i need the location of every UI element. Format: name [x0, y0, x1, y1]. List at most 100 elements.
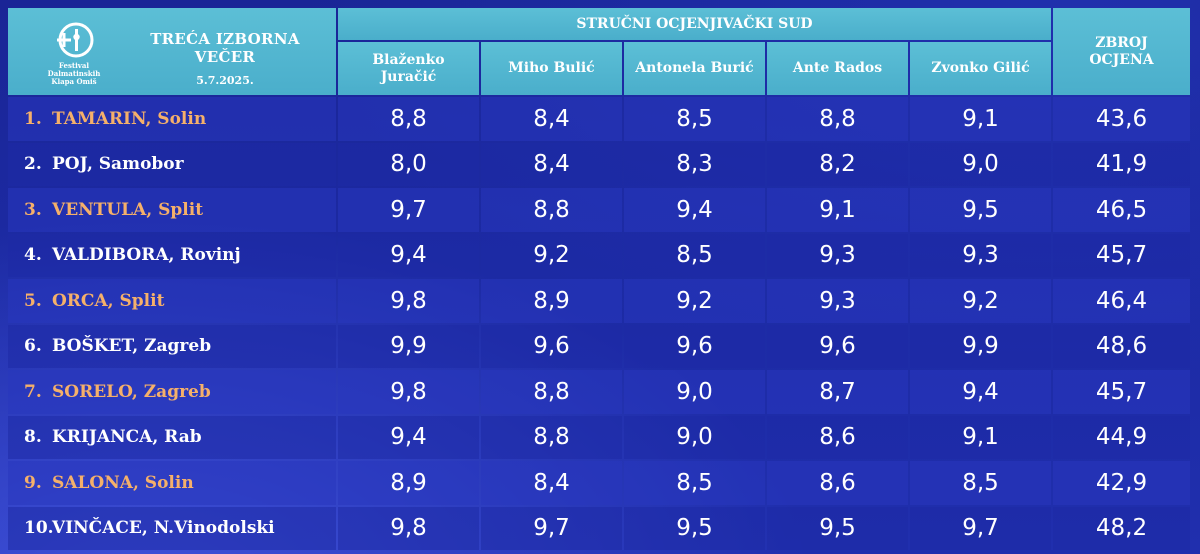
- group-name: BOŠKET, Zagreb: [52, 336, 212, 357]
- judge-header: Miho Bulić: [481, 42, 622, 95]
- judge-score: 9,8: [338, 279, 479, 323]
- judge-score: 9,4: [910, 370, 1051, 414]
- results-table: Festival Dalmatinskih Klapa Omiš TREĆA I…: [6, 6, 1192, 552]
- judge-score: 8,9: [481, 279, 622, 323]
- judge-score: 8,8: [338, 97, 479, 141]
- judge-score: 9,5: [910, 188, 1051, 232]
- rank: 8.: [24, 427, 42, 448]
- table-row: 9. SALONA, Solin 8,9 8,4 8,5 8,6 8,5 42,9: [8, 461, 1190, 505]
- judge-score: 9,1: [910, 97, 1051, 141]
- judge-score: 9,6: [481, 324, 622, 368]
- judge-score: 9,0: [910, 142, 1051, 186]
- event-header: Festival Dalmatinskih Klapa Omiš TREĆA I…: [8, 8, 336, 95]
- judge-score: 8,5: [624, 461, 765, 505]
- total-score: 48,2: [1053, 506, 1190, 550]
- judge-score: 8,4: [481, 97, 622, 141]
- judge-score: 9,5: [624, 506, 765, 550]
- judge-score: 9,8: [338, 506, 479, 550]
- judge-header: Antonela Burić: [624, 42, 765, 95]
- judge-score: 8,5: [910, 461, 1051, 505]
- group-name: SALONA, Solin: [52, 472, 194, 493]
- judge-score: 8,0: [338, 142, 479, 186]
- logo-text: Festival Dalmatinskih Klapa Omiš: [47, 61, 101, 86]
- table-row: 5. ORCA, Split 9,8 8,9 9,2 9,3 9,2 46,4: [8, 279, 1190, 323]
- judge-score: 9,3: [767, 233, 908, 277]
- event-info: TREĆA IZBORNA VEČER 5.7.2025.: [120, 30, 330, 87]
- group-name: TAMARIN, Solin: [52, 108, 207, 129]
- total-score: 45,7: [1053, 370, 1190, 414]
- total-score: 45,7: [1053, 233, 1190, 277]
- judge-score: 8,7: [767, 370, 908, 414]
- judge-score: 8,3: [624, 142, 765, 186]
- judge-score: 8,4: [481, 142, 622, 186]
- group-name: SORELO, Zagreb: [52, 381, 211, 402]
- judge-score: 9,3: [910, 233, 1051, 277]
- total-score: 46,5: [1053, 188, 1190, 232]
- rank: 9.: [24, 472, 42, 493]
- total-score: 46,4: [1053, 279, 1190, 323]
- group-name: KRIJANCA, Rab: [52, 427, 202, 448]
- judge-score: 9,4: [624, 188, 765, 232]
- rank: 5.: [24, 290, 42, 311]
- judge-score: 9,2: [624, 279, 765, 323]
- judge-score: 9,5: [767, 506, 908, 550]
- judge-score: 9,0: [624, 415, 765, 459]
- total-score: 43,6: [1053, 97, 1190, 141]
- judge-score: 8,8: [481, 188, 622, 232]
- rank: 1.: [24, 108, 42, 129]
- group-name: POJ, Samobor: [52, 154, 184, 175]
- table-row: 2. POJ, Samobor 8,0 8,4 8,3 8,2 9,0 41,9: [8, 142, 1190, 186]
- rank: 2.: [24, 154, 42, 175]
- judge-score: 9,6: [624, 324, 765, 368]
- festival-logo: Festival Dalmatinskih Klapa Omiš: [46, 20, 102, 86]
- judge-score: 9,1: [910, 415, 1051, 459]
- table-row: 4. VALDIBORA, Rovinj 9,4 9,2 8,5 9,3 9,3 45,7: [8, 233, 1190, 277]
- judge-score: 9,8: [338, 370, 479, 414]
- judge-score: 8,4: [481, 461, 622, 505]
- judge-score: 8,6: [767, 415, 908, 459]
- table-row: 10.VINČACE, N.Vinodolski 9,8 9,7 9,5 9,5 9,7 4…: [8, 506, 1190, 550]
- judge-score: 8,2: [767, 142, 908, 186]
- judge-score: 9,7: [338, 188, 479, 232]
- judge-score: 8,8: [767, 97, 908, 141]
- judge-score: 8,8: [481, 415, 622, 459]
- rank: 3.: [24, 199, 42, 220]
- total-score: 48,6: [1053, 324, 1190, 368]
- judge-score: 8,5: [624, 97, 765, 141]
- judge-score: 9,0: [624, 370, 765, 414]
- group-name: VENTULA, Split: [52, 199, 204, 220]
- group-name-cell: 4. VALDIBORA, Rovinj: [8, 233, 336, 277]
- table-row: 7. SORELO, Zagreb 9,8 8,8 9,0 8,7 9,4 45,7: [8, 370, 1190, 414]
- judge-score: 9,2: [910, 279, 1051, 323]
- judge-score: 8,8: [481, 370, 622, 414]
- rank: 10.: [24, 518, 54, 539]
- judge-score: 9,6: [767, 324, 908, 368]
- judge-header: Zvonko Gilić: [910, 42, 1051, 95]
- table-row: 6. BOŠKET, Zagreb 9,9 9,6 9,6 9,6 9,9 48,6: [8, 324, 1190, 368]
- rank: 4.: [24, 245, 42, 266]
- judge-score: 9,2: [481, 233, 622, 277]
- judge-score: 9,9: [338, 324, 479, 368]
- group-name-cell: 7. SORELO, Zagreb: [8, 370, 336, 414]
- group-name: ORCA, Split: [52, 290, 165, 311]
- judge-score: 8,6: [767, 461, 908, 505]
- judge-score: 9,4: [338, 233, 479, 277]
- group-name: VALDIBORA, Rovinj: [52, 245, 241, 266]
- total-score: 42,9: [1053, 461, 1190, 505]
- total-header: ZBROJ OCJENA: [1053, 8, 1190, 95]
- judge-score: 8,9: [338, 461, 479, 505]
- event-title: TREĆA IZBORNA VEČER: [150, 30, 300, 66]
- table-row: 1. TAMARIN, Solin 8,8 8,4 8,5 8,8 9,1 43,6: [8, 97, 1190, 141]
- event-date: 5.7.2025.: [196, 74, 254, 87]
- table-row: 8. KRIJANCA, Rab 9,4 8,8 9,0 8,6 9,1 44,9: [8, 415, 1190, 459]
- group-name-cell: 8. KRIJANCA, Rab: [8, 415, 336, 459]
- judge-header: Ante Rados: [767, 42, 908, 95]
- group-name-cell: 6. BOŠKET, Zagreb: [8, 324, 336, 368]
- group-name-cell: 10.VINČACE, N.Vinodolski: [8, 506, 336, 550]
- judge-score: 9,3: [767, 279, 908, 323]
- group-name-cell: 3. VENTULA, Split: [8, 188, 336, 232]
- festival-logo-icon: [57, 22, 94, 58]
- total-score: 41,9: [1053, 142, 1190, 186]
- rank: 6.: [24, 336, 42, 357]
